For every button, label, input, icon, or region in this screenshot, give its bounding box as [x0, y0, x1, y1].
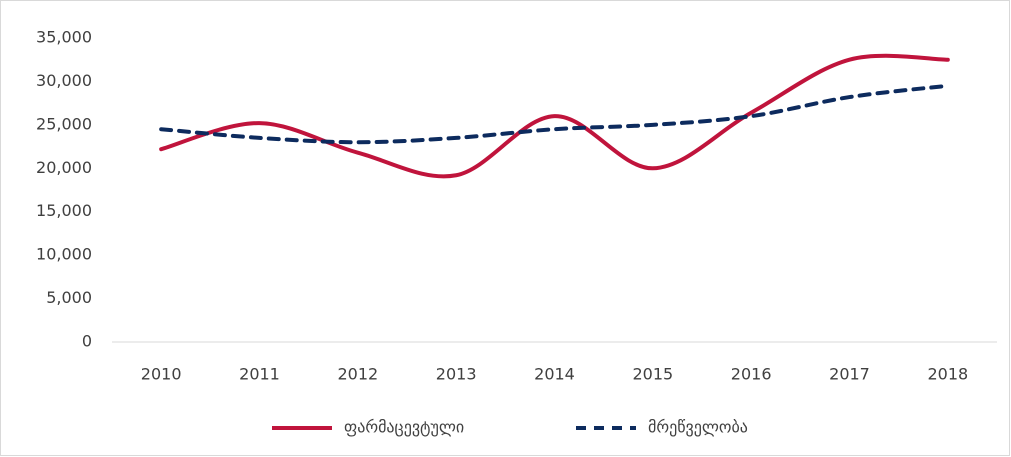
y-tick-label: 0	[82, 332, 92, 351]
x-tick-label: 2010	[141, 365, 182, 384]
y-tick-label: 35,000	[36, 28, 92, 47]
y-tick-label: 25,000	[36, 114, 92, 133]
y-tick-label: 10,000	[36, 245, 92, 264]
series-line	[159, 53, 950, 179]
x-tick-label: 2012	[337, 365, 378, 384]
x-tick-label: 2011	[239, 365, 280, 384]
y-tick-label: 20,000	[36, 158, 92, 177]
x-tick-label: 2018	[927, 365, 968, 384]
x-tick-label: 2016	[731, 365, 772, 384]
y-tick-label: 15,000	[36, 201, 92, 220]
legend-label: ფარმაცევტული	[344, 418, 464, 437]
y-tick-label: 5,000	[46, 288, 92, 307]
legend-label: მრეწველობა	[648, 418, 748, 437]
x-tick-label: 2014	[534, 365, 575, 384]
y-tick-label: 30,000	[36, 71, 92, 90]
x-tick-label: 2013	[436, 365, 477, 384]
x-tick-label: 2015	[632, 365, 673, 384]
series-line	[159, 83, 950, 145]
x-tick-label: 2017	[829, 365, 870, 384]
